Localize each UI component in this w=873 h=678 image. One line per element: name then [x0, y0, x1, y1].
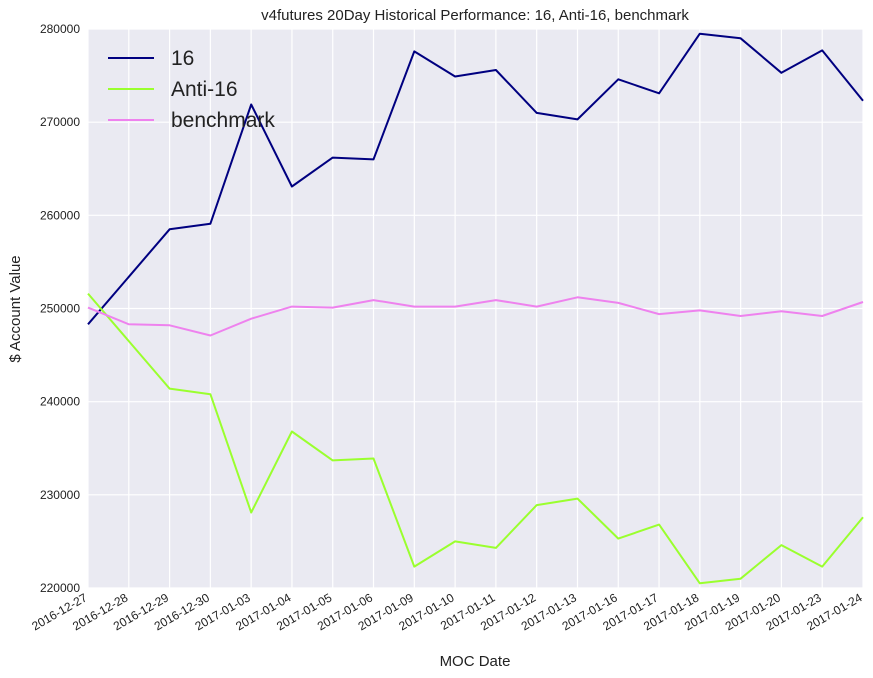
series-lines	[87, 32, 864, 585]
x-axis-ticks: 2016-12-272016-12-282016-12-292016-12-30…	[29, 590, 864, 633]
y-tick-label: 230000	[40, 488, 80, 502]
series-line-anti-16	[87, 292, 864, 585]
x-axis-label: MOC Date	[440, 653, 511, 670]
legend-label: benchmark	[171, 109, 275, 132]
y-axis-label: $ Account Value	[7, 255, 24, 362]
series-line-benchmark	[87, 296, 864, 337]
y-tick-label: 250000	[40, 302, 80, 316]
y-tick-label: 260000	[40, 208, 80, 222]
y-tick-label: 270000	[40, 115, 80, 129]
chart-title: v4futures 20Day Historical Performance: …	[261, 7, 689, 24]
legend-label: Anti-16	[171, 78, 238, 101]
y-tick-label: 240000	[40, 395, 80, 409]
y-tick-label: 280000	[40, 22, 80, 36]
series-line-16	[87, 32, 864, 325]
y-tick-label: 220000	[40, 581, 80, 595]
legend-label: 16	[171, 47, 194, 70]
legend: 16 Anti-16 benchmark	[108, 47, 275, 132]
grid-lines	[87, 28, 864, 589]
y-axis-ticks: 220000 230000 240000 250000 260000 270000 2800…	[40, 22, 80, 595]
